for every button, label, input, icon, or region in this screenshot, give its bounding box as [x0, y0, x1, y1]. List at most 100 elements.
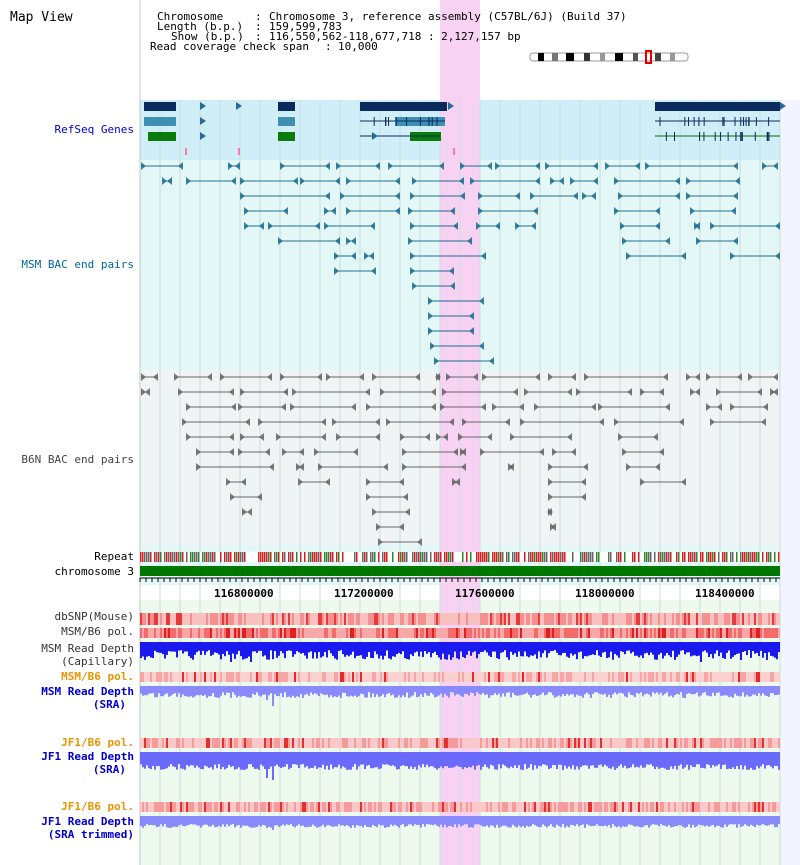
refseq-gene-block[interactable] — [360, 102, 447, 111]
heat-cell — [760, 613, 762, 625]
read-depth-bar — [238, 686, 240, 696]
repeat-element — [176, 552, 178, 562]
ideogram-current-position[interactable] — [645, 50, 652, 64]
heat-cell — [774, 628, 776, 638]
heat-cell — [444, 628, 446, 638]
heat-cell — [734, 628, 736, 638]
read-depth-bar — [654, 686, 656, 694]
read-depth-bar — [372, 642, 374, 659]
refseq-gene-block[interactable] — [278, 117, 295, 126]
repeat-element — [480, 552, 482, 562]
read-depth-bar — [502, 752, 504, 765]
heat-cell — [556, 613, 558, 625]
refseq-gene-block[interactable] — [144, 117, 176, 126]
heat-cell — [294, 802, 296, 812]
heat-cell — [380, 672, 382, 682]
heat-cell — [384, 613, 386, 625]
read-depth-bar — [144, 686, 146, 696]
refseq-gene-block[interactable] — [655, 102, 780, 111]
heat-cell — [372, 628, 374, 638]
b6n-bac-pair-end — [571, 373, 576, 381]
heat-cell — [274, 628, 276, 638]
read-depth-bar — [308, 686, 310, 696]
track-label-b6n-bac[interactable]: B6N BAC end pairs — [21, 453, 134, 466]
read-depth-bar — [522, 752, 524, 770]
read-depth-bar — [414, 642, 416, 653]
read-depth-bar — [604, 816, 606, 826]
heat-cell — [528, 802, 530, 812]
heat-cell — [140, 802, 142, 812]
heat-cell — [626, 613, 628, 625]
b6n-bac-pair-end — [571, 448, 576, 456]
b6n-bac-pair-end — [265, 448, 270, 456]
b6n-bac-pair-end — [281, 403, 286, 411]
repeat-element — [268, 552, 270, 562]
read-depth-bar — [188, 642, 190, 657]
repeat-element — [288, 552, 290, 562]
heat-cell — [672, 672, 674, 682]
heat-cell — [390, 613, 392, 625]
heat-cell — [612, 802, 614, 812]
refseq-gene-block[interactable] — [278, 102, 295, 111]
msm-bac-pair-end — [410, 267, 415, 275]
heat-cell — [550, 672, 552, 682]
read-depth-bar — [278, 642, 280, 656]
heat-cell — [362, 802, 364, 812]
read-depth-bar — [342, 642, 344, 655]
read-depth-bar — [530, 642, 532, 656]
msm-bac-pair-end — [775, 222, 780, 230]
repeat-element — [312, 552, 314, 562]
heat-cell — [540, 613, 542, 625]
heat-cell — [532, 672, 534, 682]
heat-cell — [430, 672, 432, 682]
read-depth-bar — [660, 752, 662, 768]
heat-cell — [602, 613, 604, 625]
heat-cell — [158, 672, 160, 682]
read-depth-bar — [190, 642, 192, 659]
read-depth-bar — [224, 816, 226, 827]
heat-cell — [380, 613, 382, 625]
heat-cell — [170, 802, 172, 812]
read-depth-bar — [388, 816, 390, 827]
heat-cell — [214, 738, 216, 748]
msm-bac-pair-end — [293, 177, 298, 185]
read-depth-bar — [662, 642, 664, 659]
heat-cell — [468, 613, 470, 625]
read-depth-bar — [336, 686, 338, 698]
read-depth-bar — [360, 686, 362, 694]
refseq-gene-block[interactable] — [278, 132, 295, 141]
heat-cell — [234, 802, 236, 812]
read-depth-bar — [448, 816, 450, 826]
read-depth-bar — [570, 686, 572, 695]
chromosome-bar[interactable] — [140, 566, 780, 576]
heat-cell — [158, 613, 160, 625]
read-depth-bar — [616, 816, 618, 828]
refseq-gene-block[interactable] — [144, 102, 176, 111]
read-depth-bar — [600, 752, 602, 765]
read-depth-bar — [628, 752, 630, 769]
heat-cell — [202, 802, 204, 812]
repeat-element — [300, 552, 302, 562]
heat-cell — [294, 672, 296, 682]
heat-cell — [256, 613, 258, 625]
heat-cell — [524, 738, 526, 748]
track-label-msm-bac[interactable]: MSM BAC end pairs — [21, 258, 134, 271]
heat-cell — [636, 672, 638, 682]
heat-cell — [456, 802, 458, 812]
read-depth-bar — [150, 642, 152, 658]
read-depth-bar — [734, 686, 736, 694]
read-depth-bar — [504, 752, 506, 766]
heat-cell — [332, 802, 334, 812]
heat-cell — [656, 802, 658, 812]
read-depth-bar — [544, 816, 546, 826]
heat-cell — [498, 802, 500, 812]
track-label-refseq[interactable]: RefSeq Genes — [54, 123, 134, 136]
read-depth-bar — [344, 686, 346, 693]
read-depth-bar — [324, 752, 326, 770]
read-depth-bar — [728, 642, 730, 651]
heat-cell — [764, 802, 766, 812]
b6n-bac-pair-end — [366, 478, 371, 486]
heat-cell — [482, 613, 484, 625]
refseq-gene-block[interactable] — [148, 132, 176, 141]
